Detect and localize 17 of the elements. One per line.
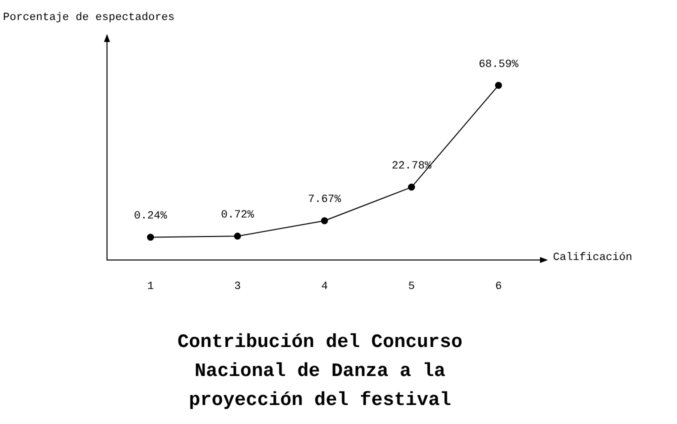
data-label: 7.67%: [308, 194, 342, 206]
data-label: 68.59%: [478, 58, 519, 71]
data-label: 0.72%: [220, 210, 254, 222]
x-tick-label: 5: [408, 280, 415, 293]
point: [234, 232, 241, 240]
text: Contribución del Concurso Nacional de Danza a la proyección del festival: [176, 330, 464, 413]
x-tick-label: 1: [147, 280, 154, 293]
point: [147, 234, 154, 241]
x-tick-label: 3: [234, 280, 241, 293]
y-axis-title: Porcentaje de espectadores: [3, 12, 175, 24]
point: [321, 217, 328, 224]
x-tick-label: 6: [495, 280, 502, 293]
point: [408, 184, 415, 191]
data-label: 0.24%: [134, 210, 168, 223]
point: [495, 82, 502, 89]
x-axis-title: Calificación: [553, 252, 632, 264]
x-tick-label: 4: [321, 280, 328, 293]
